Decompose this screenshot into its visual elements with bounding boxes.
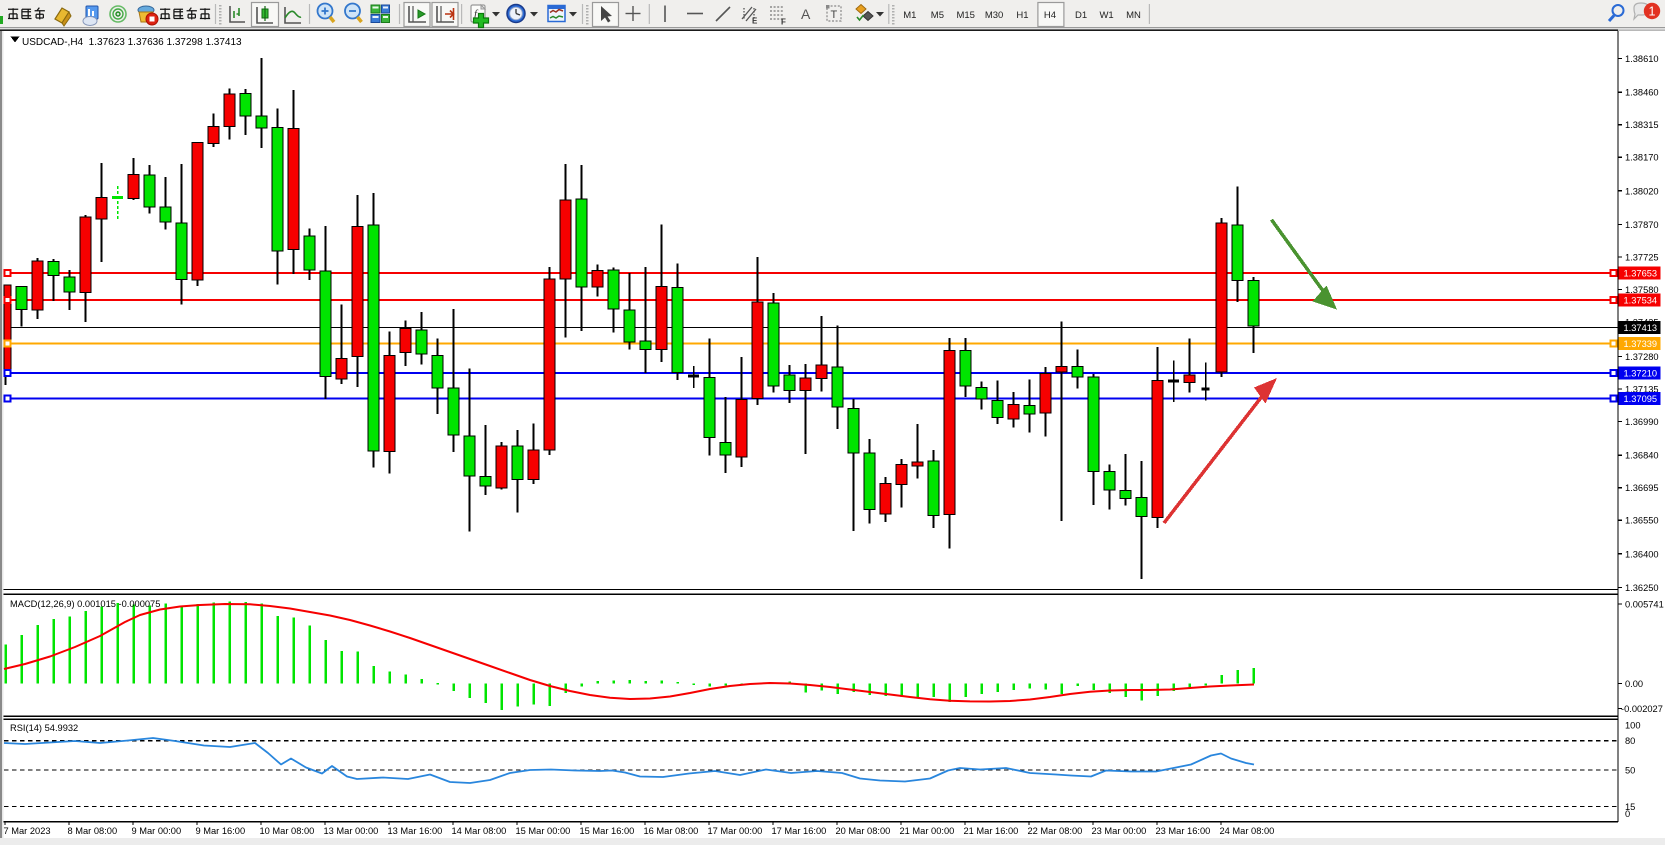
svg-text:M1: M1 <box>903 10 916 21</box>
svg-text:1.37653: 1.37653 <box>1624 268 1658 278</box>
svg-text:0.005741: 0.005741 <box>1625 600 1664 610</box>
svg-text:13 Mar 16:00: 13 Mar 16:00 <box>388 826 443 836</box>
svg-text:0: 0 <box>1625 809 1630 819</box>
svg-text:M30: M30 <box>985 10 1003 21</box>
svg-text:RSI(14) 54.9932: RSI(14) 54.9932 <box>10 723 78 733</box>
svg-text:14 Mar 08:00: 14 Mar 08:00 <box>452 826 507 836</box>
svg-text:1.36990: 1.36990 <box>1625 417 1659 427</box>
svg-text:10 Mar 08:00: 10 Mar 08:00 <box>260 826 315 836</box>
svg-text:24 Mar 08:00: 24 Mar 08:00 <box>1220 826 1275 836</box>
svg-text:-0.002027: -0.002027 <box>1621 704 1663 714</box>
svg-text:1.37725: 1.37725 <box>1625 252 1659 262</box>
svg-text:H4: H4 <box>1044 10 1056 21</box>
svg-text:MN: MN <box>1126 10 1141 21</box>
svg-text:17 Mar 00:00: 17 Mar 00:00 <box>708 826 763 836</box>
svg-text:1.36400: 1.36400 <box>1625 549 1659 559</box>
svg-text:17 Mar 16:00: 17 Mar 16:00 <box>772 826 827 836</box>
svg-text:1.37580: 1.37580 <box>1625 285 1659 295</box>
svg-text:23 Mar 00:00: 23 Mar 00:00 <box>1092 826 1147 836</box>
svg-text:D1: D1 <box>1075 10 1087 21</box>
svg-text:16 Mar 08:00: 16 Mar 08:00 <box>644 826 699 836</box>
svg-text:15 Mar 00:00: 15 Mar 00:00 <box>516 826 571 836</box>
svg-text:1.37339: 1.37339 <box>1624 339 1658 349</box>
svg-text:23 Mar 16:00: 23 Mar 16:00 <box>1156 826 1211 836</box>
svg-text:USDCAD-,H4 1.37623 1.37636 1.: USDCAD-,H4 1.37623 1.37636 1.37298 1.374… <box>22 37 242 48</box>
svg-text:1.37413: 1.37413 <box>1624 323 1658 333</box>
svg-text:8 Mar 08:00: 8 Mar 08:00 <box>68 826 118 836</box>
svg-text:1.37534: 1.37534 <box>1624 295 1658 305</box>
svg-text:1.36695: 1.36695 <box>1625 483 1659 493</box>
svg-text:13 Mar 00:00: 13 Mar 00:00 <box>324 826 379 836</box>
svg-text:E: E <box>752 17 758 26</box>
svg-text:1.36550: 1.36550 <box>1625 516 1659 526</box>
svg-text:A: A <box>801 6 811 22</box>
svg-text:1.37210: 1.37210 <box>1624 368 1658 378</box>
svg-text:9 Mar 00:00: 9 Mar 00:00 <box>132 826 182 836</box>
svg-text:9 Mar 16:00: 9 Mar 16:00 <box>196 826 246 836</box>
svg-text:20 Mar 08:00: 20 Mar 08:00 <box>836 826 891 836</box>
svg-text:M15: M15 <box>956 10 974 21</box>
svg-text:1.36840: 1.36840 <box>1625 451 1659 461</box>
svg-text:H1: H1 <box>1016 10 1028 21</box>
svg-text:21 Mar 16:00: 21 Mar 16:00 <box>964 826 1019 836</box>
svg-text:1.36250: 1.36250 <box>1625 583 1659 593</box>
svg-text:7 Mar 2023: 7 Mar 2023 <box>4 826 51 836</box>
svg-text:0.00: 0.00 <box>1625 679 1643 689</box>
svg-text:50: 50 <box>1625 765 1635 775</box>
svg-text:1.37135: 1.37135 <box>1625 385 1659 395</box>
svg-text:100: 100 <box>1625 721 1641 731</box>
svg-text:1.38610: 1.38610 <box>1625 54 1659 64</box>
svg-text:1.37280: 1.37280 <box>1625 352 1659 362</box>
svg-text:1.38460: 1.38460 <box>1625 88 1659 98</box>
svg-text:15: 15 <box>1625 802 1635 812</box>
svg-text:MACD(12,26,9) 0.001015 -0.0000: MACD(12,26,9) 0.001015 -0.000075 <box>10 599 160 609</box>
svg-text:21 Mar 00:00: 21 Mar 00:00 <box>900 826 955 836</box>
svg-text:1: 1 <box>1649 4 1656 18</box>
svg-text:M5: M5 <box>931 10 944 21</box>
svg-text:15 Mar 16:00: 15 Mar 16:00 <box>580 826 635 836</box>
svg-text:1.38020: 1.38020 <box>1625 186 1659 196</box>
svg-text:F: F <box>781 18 786 27</box>
svg-text:1.37870: 1.37870 <box>1625 220 1659 230</box>
svg-text:80: 80 <box>1625 736 1635 746</box>
svg-text:f: f <box>474 8 479 20</box>
svg-text:W1: W1 <box>1099 10 1113 21</box>
svg-text:1.38170: 1.38170 <box>1625 153 1659 163</box>
svg-text:1.37095: 1.37095 <box>1624 394 1658 404</box>
svg-text:22 Mar 08:00: 22 Mar 08:00 <box>1028 826 1083 836</box>
svg-text:1.38315: 1.38315 <box>1625 120 1659 130</box>
svg-text:T: T <box>831 9 838 21</box>
